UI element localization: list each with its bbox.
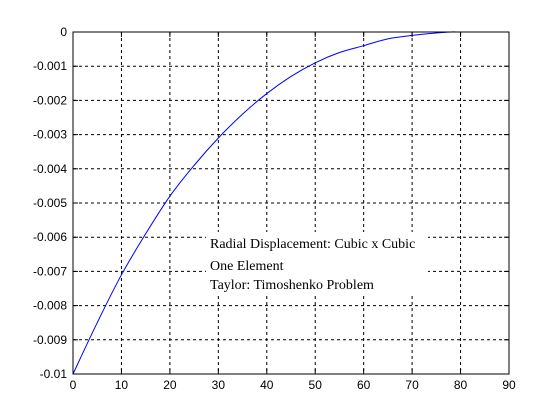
x-tick-label: 20 [163, 378, 177, 392]
x-tick-label: 40 [260, 378, 274, 392]
x-tick-label: 30 [212, 378, 226, 392]
annotation-line-1: Radial Displacement: Cubic x Cubic [210, 237, 415, 252]
x-tick-label: 90 [502, 378, 516, 392]
y-tick-label: -0.004 [33, 162, 67, 176]
y-tick-label: -0.009 [33, 333, 67, 347]
y-tick-label: 0 [60, 25, 67, 39]
x-tick-label: 10 [115, 378, 129, 392]
y-tick-label: -0.001 [33, 59, 67, 73]
y-tick-label: -0.002 [33, 93, 67, 107]
annotation-line-3: Taylor: Timoshenko Problem [210, 278, 374, 293]
x-tick-label: 50 [309, 378, 323, 392]
y-tick-label: -0.005 [33, 196, 67, 210]
x-tick-label: 60 [357, 378, 371, 392]
x-tick-label: 70 [405, 378, 419, 392]
y-tick-label: -0.01 [40, 367, 68, 381]
x-tick-label: 80 [454, 378, 468, 392]
x-tick-label: 0 [70, 378, 77, 392]
y-tick-label: -0.003 [33, 128, 67, 142]
y-tick-label: -0.006 [33, 230, 67, 244]
annotation-line-2: One Element [210, 259, 284, 274]
y-tick-label: -0.007 [33, 264, 67, 278]
y-tick-label: -0.008 [33, 299, 67, 313]
